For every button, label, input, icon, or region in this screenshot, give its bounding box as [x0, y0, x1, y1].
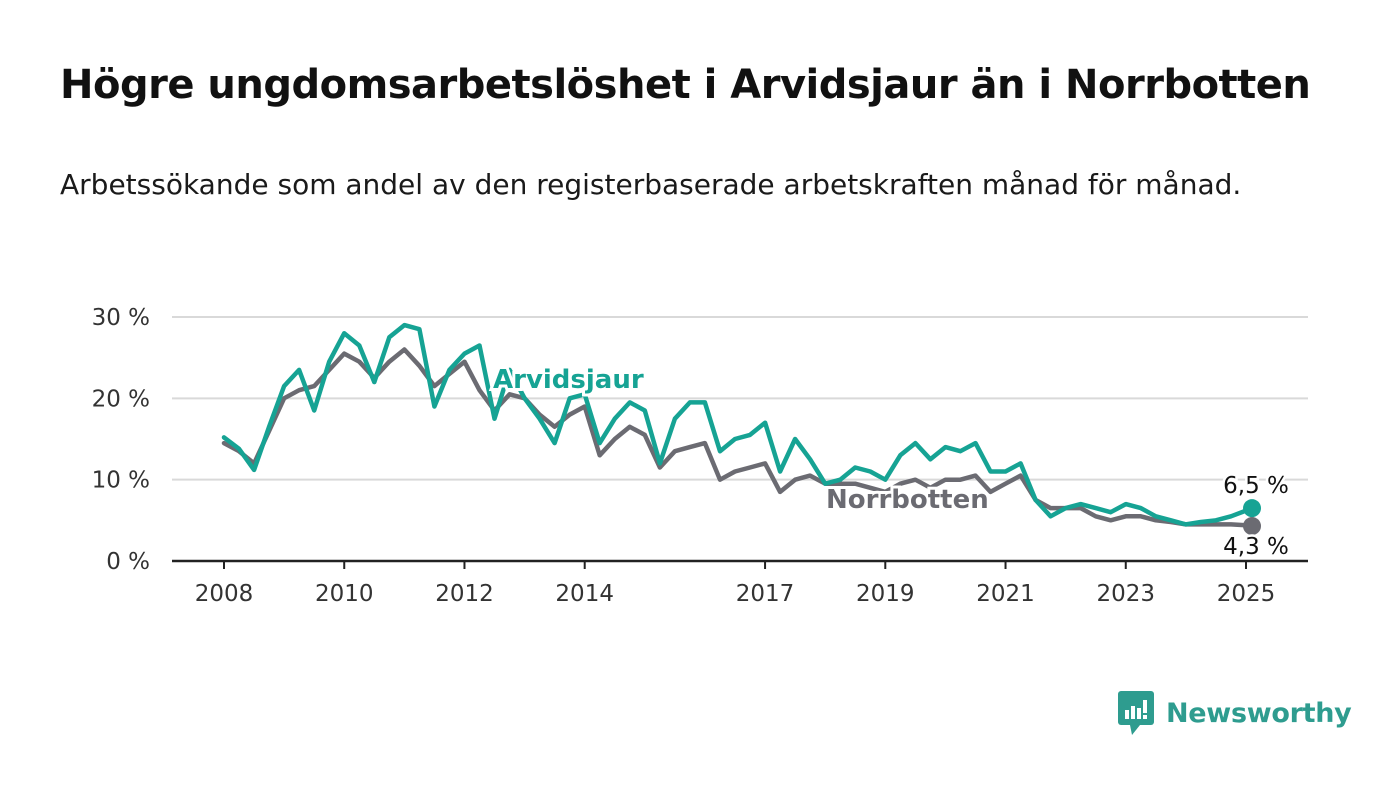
chart-title: Högre ungdomsarbetslöshet i Arvidsjaur ä…: [60, 62, 1311, 108]
series-label-norrbotten: Norrbotten: [826, 485, 989, 515]
series-line-arvidsjaur: [221, 322, 1255, 527]
x-axis-ticks: 2008 2010 2012 2014 2017 2019 2021 2023 2025: [195, 561, 1276, 607]
brand-name: Newsworthy: [1166, 697, 1352, 729]
series-line-norrbotten: [221, 347, 1255, 529]
end-value-arvidsjaur: 6,5 %: [1223, 473, 1289, 499]
y-tick-label: 0 %: [106, 549, 150, 575]
x-tick-label: 2021: [976, 581, 1035, 607]
y-tick-label: 20 %: [92, 386, 150, 412]
x-tick-label: 2012: [435, 581, 494, 607]
x-tick-label: 2017: [736, 581, 795, 607]
y-axis-ticks: 0 % 10 % 20 % 30 %: [92, 305, 150, 575]
end-point-norrbotten: [1243, 517, 1262, 536]
series-lines: [221, 322, 1262, 536]
series-label-arvidsjaur: Arvidsjaur: [493, 365, 644, 395]
x-tick-label: 2025: [1217, 581, 1276, 607]
x-tick-label: 2008: [195, 581, 254, 607]
chart-subtitle: Arbetssökande som andel av den registerb…: [60, 168, 1242, 201]
x-tick-label: 2010: [315, 581, 374, 607]
newsworthy-logo-icon: [1118, 691, 1154, 735]
end-point-arvidsjaur: [1243, 499, 1262, 518]
x-tick-label: 2014: [555, 581, 614, 607]
x-tick-label: 2019: [856, 581, 915, 607]
series-labels: Arvidsjaur Norrbotten 6,5 % 4,3 %: [490, 362, 1291, 563]
x-tick-label: 2023: [1096, 581, 1155, 607]
newsworthy-logo: Newsworthy: [1118, 690, 1352, 736]
y-tick-label: 10 %: [92, 468, 150, 494]
line-chart: 0 % 10 % 20 % 30 % 2008 2010 2012 2014 2017 2019…: [92, 305, 1308, 607]
gridlines: [172, 316, 1308, 563]
y-tick-label: 30 %: [92, 305, 150, 331]
end-value-norrbotten: 4,3 %: [1223, 534, 1289, 560]
